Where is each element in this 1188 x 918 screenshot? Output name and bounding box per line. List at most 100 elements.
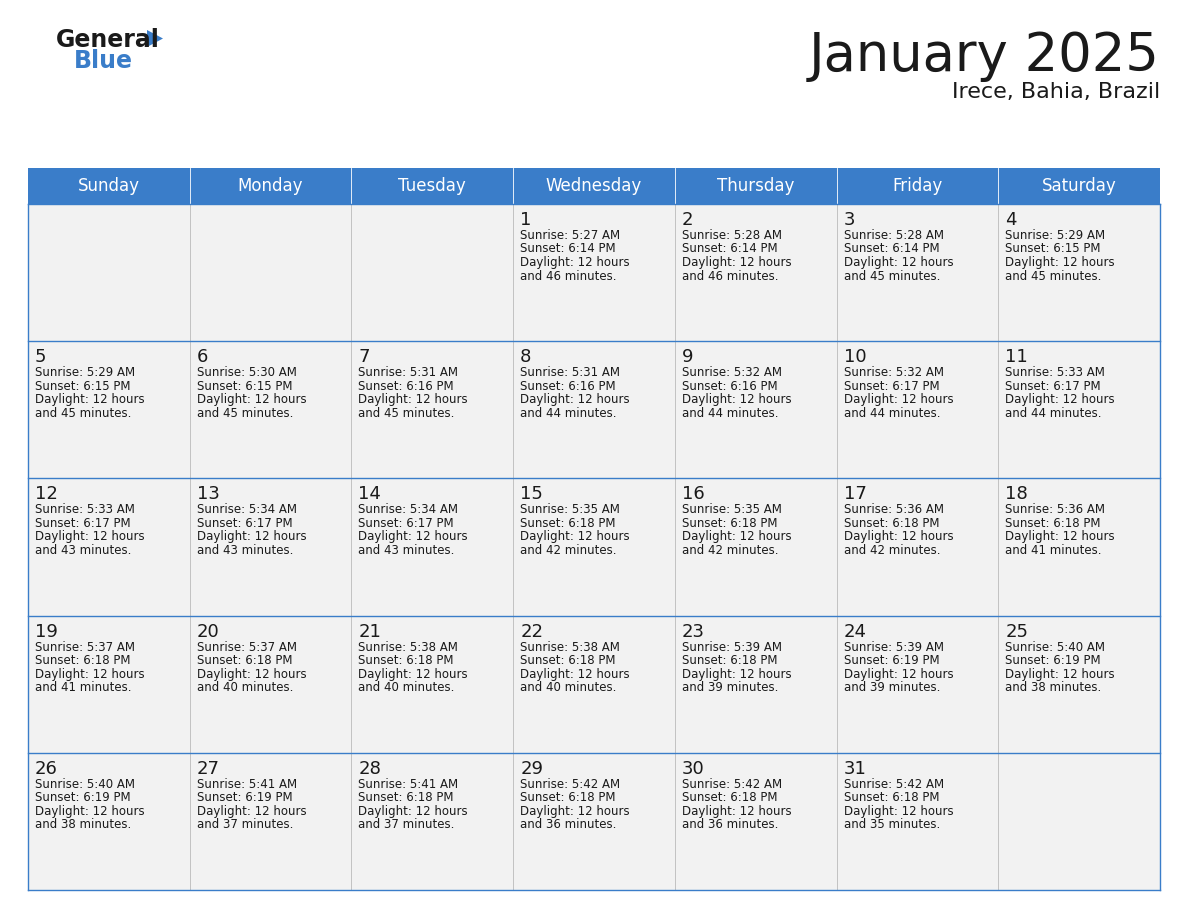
- Text: and 36 minutes.: and 36 minutes.: [520, 818, 617, 832]
- Text: 17: 17: [843, 486, 866, 503]
- Text: Daylight: 12 hours: Daylight: 12 hours: [197, 393, 307, 406]
- Text: Thursday: Thursday: [718, 177, 795, 195]
- Text: Sunset: 6:17 PM: Sunset: 6:17 PM: [359, 517, 454, 530]
- Bar: [998, 616, 1159, 753]
- Text: Sunday: Sunday: [78, 177, 140, 195]
- Text: 30: 30: [682, 760, 704, 778]
- Text: Sunrise: 5:32 AM: Sunrise: 5:32 AM: [682, 366, 782, 379]
- Text: Sunrise: 5:32 AM: Sunrise: 5:32 AM: [843, 366, 943, 379]
- Text: and 42 minutes.: and 42 minutes.: [682, 543, 778, 557]
- Text: Sunrise: 5:36 AM: Sunrise: 5:36 AM: [1005, 503, 1105, 517]
- Bar: [352, 753, 513, 890]
- Bar: [513, 204, 675, 341]
- Text: Sunrise: 5:42 AM: Sunrise: 5:42 AM: [520, 778, 620, 790]
- Text: Daylight: 12 hours: Daylight: 12 hours: [359, 531, 468, 543]
- Bar: [29, 616, 190, 753]
- Text: Sunset: 6:17 PM: Sunset: 6:17 PM: [1005, 380, 1101, 393]
- Text: Sunset: 6:18 PM: Sunset: 6:18 PM: [843, 517, 939, 530]
- Text: 6: 6: [197, 348, 208, 366]
- Bar: [190, 753, 352, 890]
- Bar: [675, 341, 836, 478]
- Text: Sunrise: 5:36 AM: Sunrise: 5:36 AM: [843, 503, 943, 517]
- Bar: [190, 204, 352, 341]
- Text: Sunset: 6:15 PM: Sunset: 6:15 PM: [1005, 242, 1101, 255]
- Text: Daylight: 12 hours: Daylight: 12 hours: [359, 805, 468, 818]
- Text: Sunset: 6:18 PM: Sunset: 6:18 PM: [520, 791, 615, 804]
- Text: Daylight: 12 hours: Daylight: 12 hours: [682, 531, 791, 543]
- Text: 25: 25: [1005, 622, 1029, 641]
- Text: and 43 minutes.: and 43 minutes.: [197, 543, 293, 557]
- Text: Friday: Friday: [892, 177, 942, 195]
- Text: Sunset: 6:14 PM: Sunset: 6:14 PM: [682, 242, 777, 255]
- Text: Sunrise: 5:28 AM: Sunrise: 5:28 AM: [682, 229, 782, 242]
- Text: and 35 minutes.: and 35 minutes.: [843, 818, 940, 832]
- Bar: [190, 478, 352, 616]
- Text: 5: 5: [34, 348, 46, 366]
- Text: and 39 minutes.: and 39 minutes.: [843, 681, 940, 694]
- Bar: [352, 616, 513, 753]
- Text: Daylight: 12 hours: Daylight: 12 hours: [1005, 531, 1114, 543]
- Text: Sunrise: 5:40 AM: Sunrise: 5:40 AM: [34, 778, 135, 790]
- Text: 2: 2: [682, 211, 694, 229]
- Text: Sunset: 6:17 PM: Sunset: 6:17 PM: [34, 517, 131, 530]
- Text: Daylight: 12 hours: Daylight: 12 hours: [34, 667, 145, 680]
- Text: Sunrise: 5:28 AM: Sunrise: 5:28 AM: [843, 229, 943, 242]
- Text: Wednesday: Wednesday: [545, 177, 643, 195]
- Text: Sunset: 6:18 PM: Sunset: 6:18 PM: [520, 517, 615, 530]
- Text: and 36 minutes.: and 36 minutes.: [682, 818, 778, 832]
- Text: Daylight: 12 hours: Daylight: 12 hours: [359, 393, 468, 406]
- Text: and 45 minutes.: and 45 minutes.: [197, 407, 293, 420]
- Text: Sunrise: 5:29 AM: Sunrise: 5:29 AM: [1005, 229, 1105, 242]
- Text: 13: 13: [197, 486, 220, 503]
- Text: Sunset: 6:16 PM: Sunset: 6:16 PM: [359, 380, 454, 393]
- Text: Blue: Blue: [74, 49, 133, 73]
- Text: Sunset: 6:17 PM: Sunset: 6:17 PM: [843, 380, 940, 393]
- Text: Sunrise: 5:38 AM: Sunrise: 5:38 AM: [520, 641, 620, 654]
- Bar: [836, 204, 998, 341]
- Text: Sunrise: 5:30 AM: Sunrise: 5:30 AM: [197, 366, 297, 379]
- Text: and 45 minutes.: and 45 minutes.: [34, 407, 132, 420]
- Text: Sunrise: 5:41 AM: Sunrise: 5:41 AM: [197, 778, 297, 790]
- Text: 18: 18: [1005, 486, 1028, 503]
- Text: Daylight: 12 hours: Daylight: 12 hours: [682, 393, 791, 406]
- Bar: [675, 204, 836, 341]
- Text: Saturday: Saturday: [1042, 177, 1117, 195]
- Bar: [29, 478, 190, 616]
- Text: 8: 8: [520, 348, 531, 366]
- Text: and 44 minutes.: and 44 minutes.: [520, 407, 617, 420]
- Bar: [352, 204, 513, 341]
- Text: and 41 minutes.: and 41 minutes.: [1005, 543, 1101, 557]
- Text: Sunrise: 5:29 AM: Sunrise: 5:29 AM: [34, 366, 135, 379]
- Bar: [513, 753, 675, 890]
- Text: Daylight: 12 hours: Daylight: 12 hours: [520, 256, 630, 269]
- Bar: [190, 341, 352, 478]
- Text: Sunset: 6:18 PM: Sunset: 6:18 PM: [359, 655, 454, 667]
- Bar: [675, 616, 836, 753]
- Text: 11: 11: [1005, 348, 1028, 366]
- Text: January 2025: January 2025: [809, 30, 1159, 82]
- Bar: [998, 204, 1159, 341]
- Bar: [513, 616, 675, 753]
- Text: Daylight: 12 hours: Daylight: 12 hours: [197, 667, 307, 680]
- Text: and 44 minutes.: and 44 minutes.: [1005, 407, 1101, 420]
- Text: Daylight: 12 hours: Daylight: 12 hours: [520, 393, 630, 406]
- Bar: [836, 341, 998, 478]
- Text: and 44 minutes.: and 44 minutes.: [843, 407, 940, 420]
- Bar: [998, 753, 1159, 890]
- Text: Sunset: 6:18 PM: Sunset: 6:18 PM: [843, 791, 939, 804]
- Text: Sunset: 6:17 PM: Sunset: 6:17 PM: [197, 517, 292, 530]
- Bar: [352, 341, 513, 478]
- Text: and 46 minutes.: and 46 minutes.: [520, 270, 617, 283]
- Text: Sunset: 6:14 PM: Sunset: 6:14 PM: [520, 242, 615, 255]
- Text: 12: 12: [34, 486, 58, 503]
- Text: Sunrise: 5:31 AM: Sunrise: 5:31 AM: [359, 366, 459, 379]
- Text: Daylight: 12 hours: Daylight: 12 hours: [682, 667, 791, 680]
- Text: Daylight: 12 hours: Daylight: 12 hours: [359, 667, 468, 680]
- Text: Sunrise: 5:33 AM: Sunrise: 5:33 AM: [34, 503, 135, 517]
- Text: and 42 minutes.: and 42 minutes.: [843, 543, 940, 557]
- Text: Sunrise: 5:42 AM: Sunrise: 5:42 AM: [682, 778, 782, 790]
- Bar: [998, 478, 1159, 616]
- Text: Sunrise: 5:34 AM: Sunrise: 5:34 AM: [359, 503, 459, 517]
- Text: Sunrise: 5:37 AM: Sunrise: 5:37 AM: [34, 641, 135, 654]
- Text: 26: 26: [34, 760, 58, 778]
